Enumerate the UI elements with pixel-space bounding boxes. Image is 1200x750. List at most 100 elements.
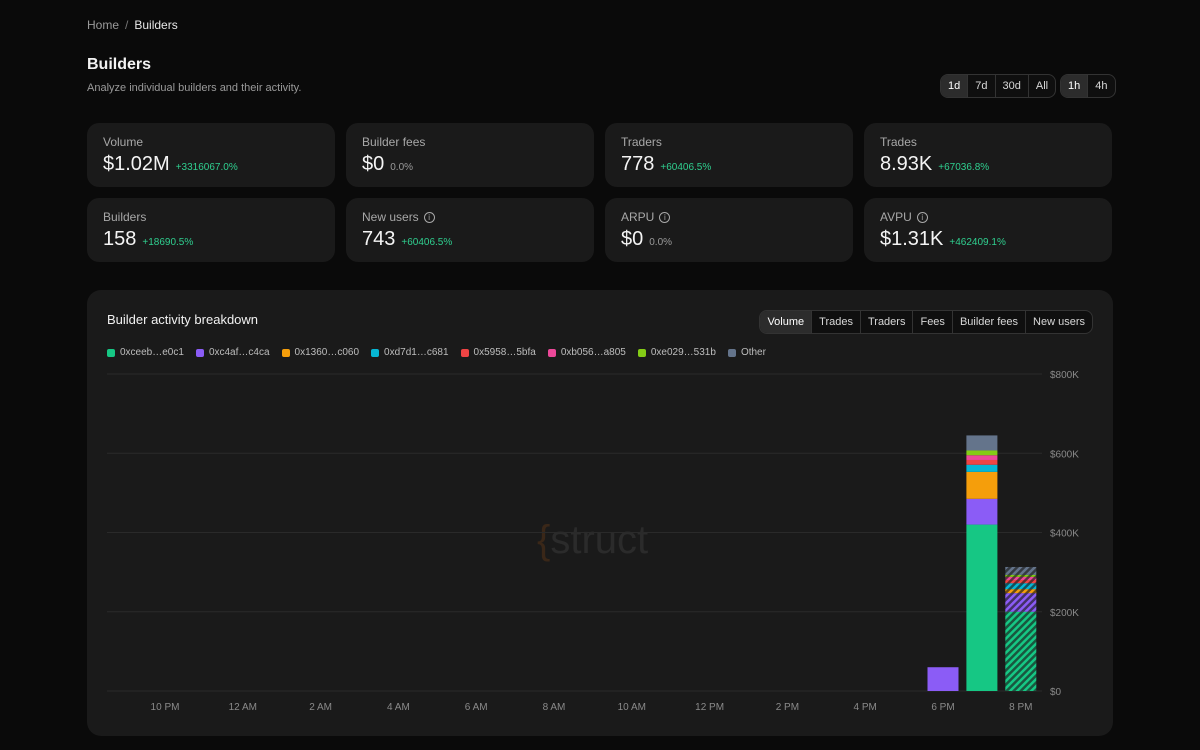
legend-item[interactable]: 0xc4af…c4ca [195,347,270,358]
stat-delta: +67036.8% [938,162,990,173]
legend-swatch [107,348,115,357]
bar-segment [1005,576,1037,581]
legend-label: 0xb056…a805 [560,347,626,358]
range-option-all[interactable]: All [1027,75,1055,97]
activity-bar-chart: $0 $200K $400K $600K $800K 10 PM 12 AM 2 AM 4 AM… [107,370,1079,713]
legend-swatch [547,348,556,357]
legend-swatch [195,348,204,357]
chart-legend: 0xceeb…e0c1 0xc4af…c4ca 0x1360…c060 0xd7d1…… [107,347,766,358]
y-tick-label: $800K [1050,370,1079,381]
x-tick-label: 8 AM [543,702,566,713]
y-tick-label: $600K [1050,449,1079,460]
legend-swatch [281,348,290,357]
stat-label: Volume [103,135,144,149]
bar-segment [966,524,998,691]
x-tick-label: 12 AM [229,702,257,713]
x-tick-label: 4 PM [854,702,877,713]
range-option-7d[interactable]: 7d [967,75,994,97]
stat-card-trades: Trades 8.93K +67036.8% [864,123,1112,187]
legend-item[interactable]: 0x5958…5bfa [460,347,536,358]
info-icon[interactable]: i [423,211,435,223]
struct-watermark-logo: {struct [537,518,649,562]
x-tick-label: 2 PM [776,702,799,713]
stat-label: AVPU i [880,210,928,224]
info-icon[interactable]: i [659,211,671,223]
stat-value: $1.02M [103,153,170,175]
interval-option-1h[interactable]: 1h [1061,75,1088,97]
breadcrumb: Home / Builders [87,18,178,32]
x-tick-label: 12 PM [695,702,724,713]
x-tick-label: 10 AM [618,702,646,713]
stat-card-traders: Traders 778 +60406.5% [605,123,853,187]
stat-label: Builder fees [362,135,426,149]
bar-segment [966,435,998,451]
stat-label: Traders [621,135,662,149]
metric-option-traders[interactable]: Traders [859,311,913,333]
legend-label: 0x1360…c060 [294,347,360,358]
stat-value: 743 [362,228,396,250]
x-tick-label: 8 PM [1009,702,1032,713]
interval-selector: 1h 4h [1060,74,1116,98]
legend-label: 0xc4af…c4ca [208,347,270,358]
legend-item[interactable]: Other [727,347,766,358]
x-tick-label: 6 PM [931,702,954,713]
x-tick-label: 2 AM [309,702,332,713]
stat-value: $0 [621,228,644,250]
stat-label: ARPU i [621,210,671,224]
y-tick-label: $0 [1050,687,1062,698]
interval-option-4h[interactable]: 4h [1087,75,1114,97]
stat-value: 778 [621,153,655,175]
legend-label: 0xceeb…e0c1 [120,347,184,358]
metric-option-builder-fees[interactable]: Builder fees [951,311,1025,333]
legend-item[interactable]: 0xd7d1…c681 [371,347,449,358]
stat-card-volume: Volume $1.02M +3316067.0% [87,123,335,187]
legend-swatch [637,348,646,357]
breadcrumb-home-link[interactable]: Home [87,18,120,32]
bar-segment [966,471,998,499]
bar-segment [1005,574,1037,577]
metric-option-fees[interactable]: Fees [912,311,951,333]
bar-segment [966,455,998,460]
breadcrumb-separator: / [125,18,129,32]
stat-value: 158 [103,228,137,250]
metric-option-volume[interactable]: Volume [760,311,812,333]
stat-delta: +462409.1% [949,237,1006,248]
stat-value: 8.93K [880,153,933,175]
bar-segment [966,450,998,456]
bar-segment [1005,611,1037,691]
legend-item[interactable]: 0x1360…c060 [281,347,360,358]
stat-delta: +60406.5% [660,162,712,173]
range-option-30d[interactable]: 30d [994,75,1028,97]
stat-label: Builders [103,210,147,224]
legend-item[interactable]: 0xb056…a805 [547,347,626,358]
breadcrumb-current: Builders [134,18,178,32]
metric-option-trades[interactable]: Trades [811,311,860,333]
bar-segment [1005,566,1037,575]
time-range-selector: 1d 7d 30d All [940,74,1057,98]
bar-segment [966,498,998,525]
legend-swatch [371,348,380,357]
stat-card-avpu: AVPU i $1.31K +462409.1% [864,198,1112,262]
x-tick-label: 10 PM [151,702,180,713]
bar-segment [1005,580,1037,584]
metric-option-new-users[interactable]: New users [1025,311,1092,333]
stat-value: $1.31K [880,228,944,250]
bar-segment [1005,593,1037,612]
info-icon[interactable]: i [916,211,928,223]
legend-label: Other [740,347,766,358]
legend-item[interactable]: 0xceeb…e0c1 [107,347,184,358]
bar-segment [966,459,998,465]
legend-item[interactable]: 0xe029…531b [637,347,716,358]
panel-title: Builder activity breakdown [107,312,259,327]
stat-delta: 0.0% [649,237,673,248]
page-title: Builders [87,56,152,73]
x-tick-label: 6 AM [465,702,488,713]
stat-card-new-users: New users i 743 +60406.5% [346,198,594,262]
range-option-1d[interactable]: 1d [941,75,968,97]
x-tick-label: 4 AM [387,702,410,713]
legend-swatch [727,348,736,357]
stat-label: New users i [362,210,435,224]
stat-delta: 0.0% [390,162,414,173]
stat-card-builder-fees: Builder fees $0 0.0% [346,123,594,187]
page-subtitle: Analyze individual builders and their ac… [87,82,302,94]
